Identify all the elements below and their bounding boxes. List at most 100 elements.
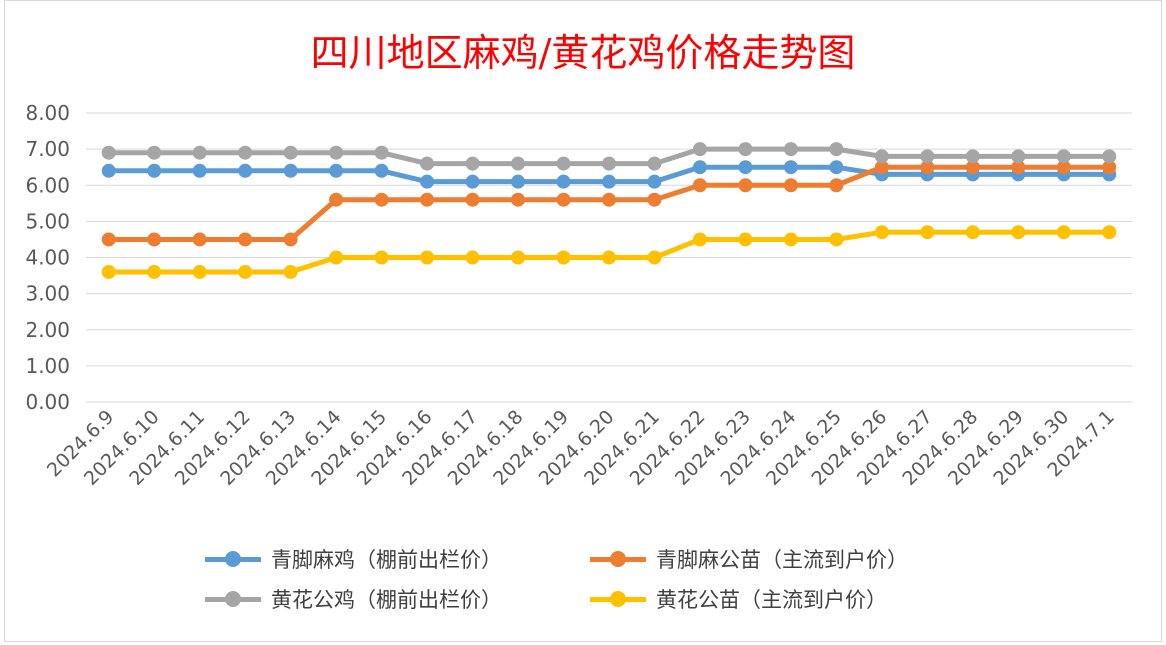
data-point xyxy=(374,163,389,178)
data-point xyxy=(556,156,571,171)
data-point xyxy=(101,163,116,178)
data-point xyxy=(829,232,844,247)
series-2 xyxy=(101,160,1117,247)
legend-swatch-series-1 xyxy=(205,549,261,569)
data-point xyxy=(1011,160,1026,175)
y-tick-label: 1.00 xyxy=(25,354,70,378)
data-point xyxy=(602,250,616,265)
data-point xyxy=(420,192,435,207)
data-point xyxy=(101,232,116,247)
data-point xyxy=(511,192,526,207)
data-point xyxy=(329,145,344,160)
legend-label: 青脚麻公苗（主流到户价） xyxy=(656,548,908,572)
data-point xyxy=(329,192,344,207)
chart-legend: 青脚麻鸡（棚前出栏价） 青脚麻公苗（主流到户价） 黄花公鸡（棚前出栏价） 黄花公… xyxy=(205,540,1005,625)
data-point xyxy=(1102,160,1117,175)
data-point xyxy=(692,142,707,157)
data-point xyxy=(147,232,162,247)
chart-title: 四川地区麻鸡/黄花鸡价格走势图 xyxy=(310,31,856,75)
data-point xyxy=(465,250,480,265)
data-point xyxy=(783,142,798,157)
data-point xyxy=(738,160,753,175)
data-point xyxy=(420,156,435,171)
legend-item-series-4: 黄花公苗（主流到户价） xyxy=(590,580,887,618)
y-tick-label: 8.00 xyxy=(25,101,70,125)
legend-swatch-series-2 xyxy=(590,549,646,569)
data-point xyxy=(192,232,207,247)
data-point xyxy=(647,174,662,189)
data-point xyxy=(1056,160,1071,175)
data-point xyxy=(374,145,389,160)
data-point xyxy=(556,192,571,207)
data-point xyxy=(965,160,980,175)
data-point xyxy=(283,145,298,160)
data-point xyxy=(829,178,844,193)
data-point xyxy=(101,264,116,279)
data-point xyxy=(738,178,753,193)
data-point xyxy=(374,192,389,207)
data-point xyxy=(511,250,526,265)
data-point xyxy=(1011,149,1026,164)
legend-swatch-series-4 xyxy=(590,589,646,609)
data-point xyxy=(1056,149,1071,164)
data-point xyxy=(965,149,980,164)
data-point xyxy=(238,232,253,247)
data-point xyxy=(556,250,571,265)
data-point xyxy=(647,192,662,207)
legend-label: 黄花公鸡（棚前出栏价） xyxy=(271,588,502,612)
data-point xyxy=(920,225,935,240)
data-point xyxy=(511,156,526,171)
legend-swatch-series-3 xyxy=(205,589,261,609)
data-point xyxy=(738,232,753,247)
data-point xyxy=(420,174,435,189)
data-point xyxy=(647,156,662,171)
data-point xyxy=(511,174,526,189)
data-point xyxy=(192,163,207,178)
y-tick-label: 3.00 xyxy=(25,282,70,306)
data-point xyxy=(602,174,616,189)
y-tick-label: 4.00 xyxy=(25,246,70,270)
data-point xyxy=(874,160,889,175)
series-4 xyxy=(101,225,1117,279)
data-point xyxy=(465,156,480,171)
data-point xyxy=(374,250,389,265)
data-point xyxy=(101,145,116,160)
legend-item-series-2: 青脚麻公苗（主流到户价） xyxy=(590,540,908,578)
series-3 xyxy=(101,142,1117,171)
data-point xyxy=(829,160,844,175)
data-point xyxy=(420,250,435,265)
data-point xyxy=(829,142,844,157)
data-point xyxy=(329,250,344,265)
legend-label: 黄花公苗（主流到户价） xyxy=(656,588,887,612)
data-point xyxy=(283,163,298,178)
legend-marker xyxy=(225,551,241,567)
data-point xyxy=(920,149,935,164)
data-point xyxy=(238,264,253,279)
y-tick-label: 5.00 xyxy=(25,209,70,233)
data-point xyxy=(147,163,162,178)
y-tick-label: 7.00 xyxy=(25,137,70,161)
y-tick-label: 2.00 xyxy=(25,318,70,342)
data-point xyxy=(283,264,298,279)
data-point xyxy=(692,232,707,247)
data-point xyxy=(602,192,616,207)
chart-frame xyxy=(4,0,1162,642)
data-point xyxy=(920,160,935,175)
data-point xyxy=(147,264,162,279)
data-point xyxy=(465,192,480,207)
data-point xyxy=(965,225,980,240)
data-point xyxy=(192,264,207,279)
data-point xyxy=(238,145,253,160)
data-point xyxy=(465,174,480,189)
data-point xyxy=(738,142,753,157)
data-point xyxy=(283,232,298,247)
data-point xyxy=(556,174,571,189)
legend-item-series-3: 黄花公鸡（棚前出栏价） xyxy=(205,580,502,618)
data-point xyxy=(874,225,889,240)
data-point xyxy=(147,145,162,160)
y-tick-label: 0.00 xyxy=(25,390,70,414)
data-point xyxy=(238,163,253,178)
data-point xyxy=(647,250,662,265)
data-point xyxy=(874,149,889,164)
